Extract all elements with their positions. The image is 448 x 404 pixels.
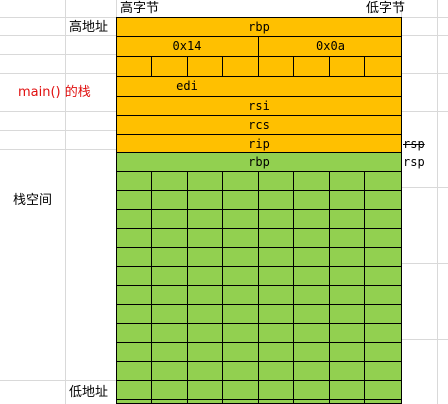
stack-space-label: 栈空间 — [13, 193, 53, 208]
byte-divider — [222, 56, 223, 76]
row-line — [116, 228, 402, 229]
gridline — [65, 0, 66, 404]
byte-divider — [329, 56, 330, 76]
gridline — [0, 73, 116, 74]
gridline — [401, 263, 448, 264]
gridline — [401, 111, 448, 112]
high-byte-label: 高字节 — [120, 1, 160, 16]
free-stack-area — [116, 152, 402, 404]
row-line — [116, 304, 402, 305]
row-line — [116, 247, 402, 248]
row-line — [116, 36, 402, 37]
row-line — [116, 96, 402, 97]
edi-cell: edi — [176, 79, 198, 93]
low-byte-label: 低字节 — [366, 1, 406, 16]
gridline — [0, 130, 116, 131]
rsp-old-label: rsp — [403, 137, 425, 151]
value-0x0a-cell: 0x0a — [316, 39, 345, 53]
byte-divider — [258, 171, 259, 404]
byte-divider — [364, 171, 365, 404]
byte-divider — [293, 171, 294, 404]
row-line — [116, 380, 402, 381]
byte-divider — [364, 56, 365, 76]
row-line — [116, 209, 402, 210]
main-stack-label: main() 的栈 — [18, 85, 91, 100]
row-line — [116, 134, 402, 135]
row-line — [116, 399, 402, 400]
gridline — [401, 73, 448, 74]
byte-divider — [293, 56, 294, 76]
byte-divider — [187, 171, 188, 404]
rcs-cell: rcs — [248, 118, 270, 132]
gridline — [0, 111, 116, 112]
row-line — [116, 342, 402, 343]
row-line — [116, 115, 402, 116]
low-address-label: 低地址 — [69, 385, 109, 400]
byte-divider — [329, 171, 330, 404]
high-address-label: 高地址 — [69, 20, 109, 35]
gridline — [0, 149, 116, 150]
gridline — [401, 339, 448, 340]
rip-cell: rip — [248, 137, 270, 151]
row-line — [116, 361, 402, 362]
value-0x14-cell: 0x14 — [172, 39, 202, 53]
rsi-cell: rsi — [248, 99, 270, 113]
gridline — [0, 54, 116, 55]
byte-divider — [151, 56, 152, 76]
rbp-new-cell: rbp — [248, 155, 270, 169]
gridline — [401, 187, 448, 188]
gridline — [401, 35, 448, 36]
rbp-top-cell: rbp — [248, 20, 270, 34]
rsp-new-label: rsp — [403, 155, 425, 169]
byte-divider — [151, 171, 152, 404]
byte-divider — [222, 171, 223, 404]
row-line — [116, 76, 402, 77]
row-line — [116, 285, 402, 286]
row-line — [116, 56, 402, 57]
row-line — [116, 323, 402, 324]
gridline — [0, 35, 116, 36]
row-line — [116, 266, 402, 267]
gridline — [437, 0, 438, 404]
row-line — [116, 171, 402, 172]
row-line — [116, 190, 402, 191]
gridline — [0, 380, 116, 381]
byte-divider — [187, 56, 188, 76]
column-divider — [258, 36, 259, 77]
